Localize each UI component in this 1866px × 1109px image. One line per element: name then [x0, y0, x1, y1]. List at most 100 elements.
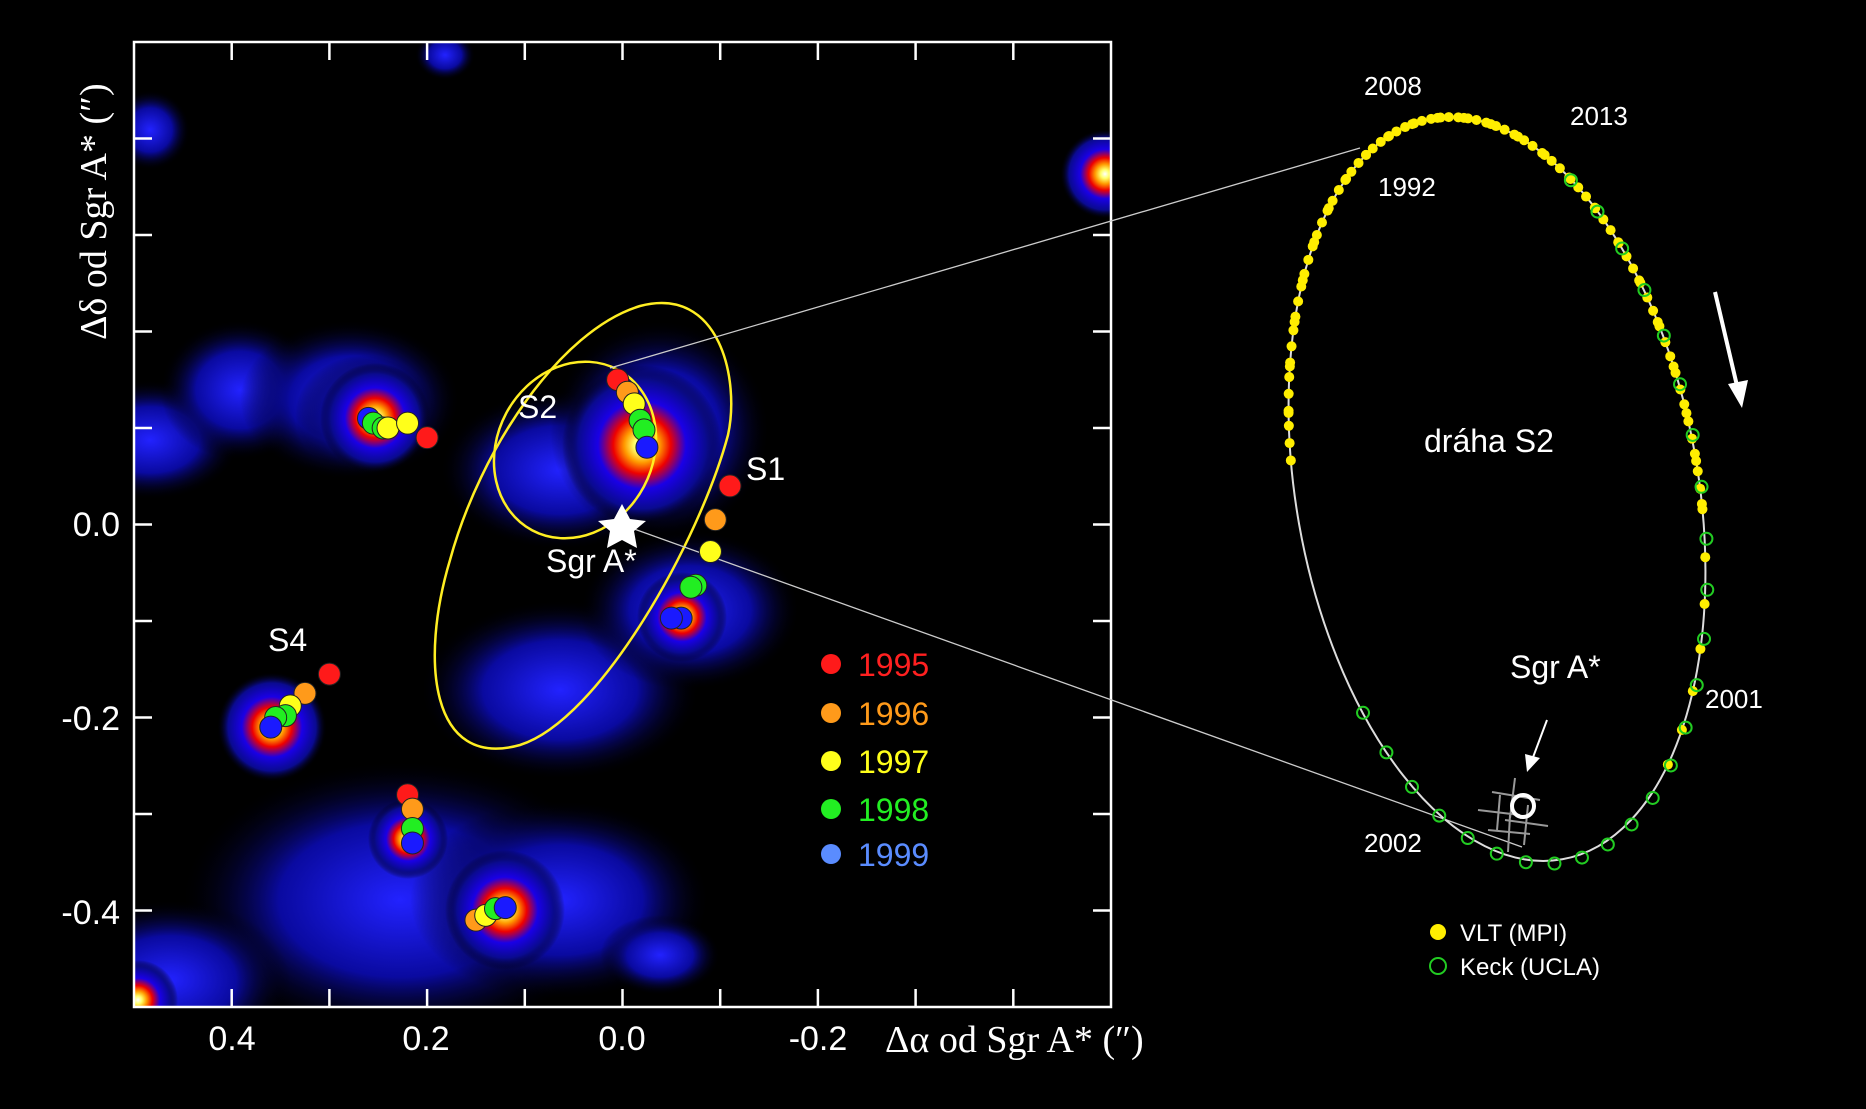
- vlt-marker: [1692, 466, 1703, 477]
- vlt-marker: [1341, 173, 1352, 184]
- vlt-marker: [1283, 407, 1294, 418]
- s1-orbit-ellipse: [433, 302, 733, 750]
- sgra-marker-right: [1510, 793, 1536, 819]
- vlt-marker: [1288, 325, 1299, 336]
- intensity-map: [134, 42, 1111, 1007]
- vlt-marker: [1327, 195, 1338, 206]
- vlt-marker: [1407, 119, 1418, 130]
- y-tick-label: -0.4: [61, 894, 120, 932]
- vlt-marker: [1333, 185, 1344, 196]
- vlt-marker: [1283, 388, 1294, 399]
- vlt-marker: [1687, 686, 1698, 697]
- legend-keck-marker: [1429, 957, 1447, 975]
- keck-marker: [1563, 173, 1578, 188]
- vlt-marker: [1628, 263, 1639, 274]
- vlt-marker: [1293, 296, 1304, 307]
- vlt-marker: [1648, 305, 1659, 316]
- vlt-marker: [1642, 292, 1653, 303]
- vlt-marker: [1679, 399, 1690, 410]
- legend-marker-1999: [821, 844, 841, 864]
- y-tick-label: -0.2: [61, 700, 120, 738]
- vlt-marker: [1284, 361, 1295, 372]
- data-point-s4: [317, 662, 341, 686]
- y-axis-title: Δδ od Sgr A* (″): [73, 83, 115, 340]
- keck-marker: [1673, 377, 1688, 392]
- vlt-marker: [1652, 317, 1663, 328]
- vlt-marker: [1391, 126, 1402, 137]
- keck-marker: [1356, 705, 1371, 720]
- keck-marker: [1547, 856, 1562, 871]
- keck-marker: [1489, 846, 1504, 861]
- x-tick-label: 0.2: [402, 1020, 449, 1058]
- vlt-marker: [1565, 173, 1576, 184]
- orbit-title: dráha S2: [1424, 423, 1554, 459]
- vlt-marker: [1634, 275, 1645, 286]
- sgra-error-crosses: [1477, 777, 1549, 853]
- legend-keck-label: Keck (UCLA): [1460, 954, 1600, 981]
- data-point-s2: [635, 435, 659, 459]
- keck-marker: [1689, 678, 1704, 693]
- year-label-1992: 1992: [1378, 172, 1436, 202]
- vlt-marker: [1286, 341, 1297, 352]
- direction-arrow-head: [1728, 380, 1748, 408]
- keck-marker: [1432, 808, 1447, 823]
- vlt-marker: [1284, 438, 1295, 449]
- keck-marker: [1697, 631, 1712, 646]
- zoom-line: [609, 147, 1361, 369]
- keck-marker: [1460, 831, 1475, 846]
- vlt-marker: [1546, 155, 1557, 166]
- data-point-star: [376, 416, 400, 440]
- sgra-arrow-head: [1525, 754, 1540, 772]
- legend-marker-1996: [821, 703, 841, 723]
- keck-marker: [1624, 817, 1639, 832]
- legend-label-1997: 1997: [858, 744, 929, 780]
- keck-marker: [1574, 850, 1589, 865]
- keck-marker: [1615, 241, 1630, 256]
- vlt-marker: [1613, 237, 1624, 248]
- data-point-s4: [293, 681, 317, 705]
- keck-marker: [1600, 837, 1615, 852]
- sgra-label-right: Sgr A*: [1510, 649, 1601, 685]
- data-points: [259, 368, 742, 932]
- x-tick-label: -0.2: [789, 1020, 848, 1058]
- vlt-marker: [1581, 191, 1592, 202]
- data-point-s1: [718, 474, 742, 498]
- instrument-legend: VLT (MPI) Keck (UCLA): [1429, 920, 1600, 981]
- vlt-marker: [1284, 372, 1295, 383]
- vlt-marker: [1554, 163, 1565, 174]
- data-point-star: [415, 426, 439, 450]
- keck-marker: [1678, 720, 1693, 735]
- vlt-marker: [1285, 455, 1296, 466]
- legend-label-1996: 1996: [858, 696, 929, 732]
- vlt-marker: [1598, 214, 1609, 225]
- s4-label: S4: [268, 622, 307, 658]
- keck-marker: [1590, 204, 1605, 219]
- vlt-marker: [1303, 254, 1314, 265]
- vlt-marker: [1316, 217, 1327, 228]
- sgra-arrow: [1531, 719, 1548, 761]
- vlt-marker: [1283, 420, 1294, 431]
- vlt-marker: [1539, 149, 1550, 160]
- zoom-line: [622, 524, 1523, 848]
- data-point-s1: [703, 508, 727, 532]
- keck-marker: [1404, 779, 1419, 794]
- x-axis-title: Δα od Sgr A* (″): [885, 1019, 1144, 1061]
- vlt-marker: [1485, 119, 1496, 130]
- vlt-marker: [1665, 351, 1676, 362]
- vlt-marker: [1346, 166, 1357, 177]
- legend-label-1999: 1999: [858, 837, 929, 873]
- keck-marker: [1699, 531, 1714, 546]
- data-point-s1: [698, 540, 722, 564]
- vlt-marker: [1367, 143, 1378, 154]
- vlt-marker: [1289, 316, 1300, 327]
- year-label-2008: 2008: [1364, 71, 1422, 101]
- vlt-marker: [1383, 131, 1394, 142]
- vlt-marker: [1697, 504, 1708, 515]
- legend-vlt-marker: [1430, 924, 1446, 940]
- vlt-marker: [1309, 237, 1320, 248]
- year-legend: 1995 1996 1997 1998 1999: [821, 647, 929, 873]
- legend-marker-1997: [821, 751, 841, 771]
- data-point-s1: [679, 575, 703, 599]
- keck-marker: [1700, 582, 1715, 597]
- vlt-marker: [1700, 552, 1711, 563]
